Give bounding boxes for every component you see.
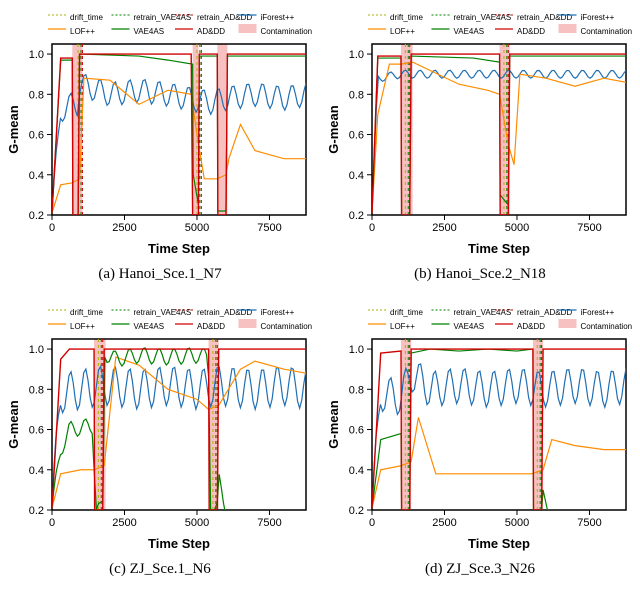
svg-text:0.4: 0.4: [349, 170, 364, 182]
svg-text:0.2: 0.2: [349, 505, 364, 517]
svg-text:LOF++: LOF++: [390, 322, 415, 331]
svg-text:0.8: 0.8: [349, 89, 364, 101]
svg-text:iForest++: iForest++: [261, 308, 295, 317]
svg-text:drift_time: drift_time: [390, 13, 423, 22]
figure-grid: 0.2 0.4 0.6 0.8 1.0 0 2500 5000 7500 G-mean Time S…: [0, 0, 640, 590]
plot-b: 0.2 0.4 0.6 0.8 1.0 0 2500 5000 7500 G-mean Time S…: [324, 4, 636, 264]
svg-text:0: 0: [369, 222, 375, 234]
svg-text:retrain_VAE4AS: retrain_VAE4AS: [134, 308, 192, 317]
caption-d: (d) ZJ_Sce.3_N26: [324, 561, 636, 578]
caption-a: (a) Hanoi_Sce.1_N7: [4, 266, 316, 283]
svg-text:7500: 7500: [257, 222, 281, 234]
svg-text:Time Step: Time Step: [468, 536, 530, 551]
svg-text:LOF++: LOF++: [390, 27, 415, 36]
svg-text:7500: 7500: [577, 222, 601, 234]
svg-text:0.2: 0.2: [29, 210, 44, 222]
svg-text:LOF++: LOF++: [70, 27, 95, 36]
svg-text:retrain_VAE4AS: retrain_VAE4AS: [454, 13, 512, 22]
svg-text:G-mean: G-mean: [6, 105, 21, 153]
svg-text:retrain_VAE4AS: retrain_VAE4AS: [454, 308, 512, 317]
svg-text:0.8: 0.8: [29, 89, 44, 101]
svg-text:VAE4AS: VAE4AS: [134, 27, 165, 36]
svg-text:Contamination: Contamination: [581, 322, 633, 331]
svg-text:retrain_VAE4AS: retrain_VAE4AS: [134, 13, 192, 22]
svg-text:AD&DD: AD&DD: [197, 27, 225, 36]
svg-text:5000: 5000: [505, 517, 529, 529]
svg-text:G-mean: G-mean: [6, 400, 21, 448]
svg-text:2500: 2500: [432, 517, 456, 529]
svg-text:0.8: 0.8: [349, 384, 364, 396]
svg-text:0.2: 0.2: [349, 210, 364, 222]
svg-text:drift_time: drift_time: [70, 13, 103, 22]
svg-text:LOF++: LOF++: [70, 322, 95, 331]
svg-text:Contamination: Contamination: [261, 27, 313, 36]
svg-text:0.6: 0.6: [349, 425, 364, 437]
caption-c: (c) ZJ_Sce.1_N6: [4, 561, 316, 578]
svg-text:0: 0: [369, 517, 375, 529]
svg-text:1.0: 1.0: [29, 344, 44, 356]
svg-text:VAE4AS: VAE4AS: [454, 322, 485, 331]
svg-text:Time Step: Time Step: [148, 241, 210, 256]
svg-text:0.6: 0.6: [29, 425, 44, 437]
svg-text:1.0: 1.0: [349, 344, 364, 356]
svg-text:iForest++: iForest++: [581, 13, 615, 22]
svg-text:5000: 5000: [185, 222, 209, 234]
panel-d: 0.2 0.4 0.6 0.8 1.0 0 2500 5000 7500 G-mean Time S…: [320, 295, 640, 590]
svg-text:0.2: 0.2: [29, 505, 44, 517]
svg-text:0.4: 0.4: [349, 465, 364, 477]
panel-a: 0.2 0.4 0.6 0.8 1.0 0 2500 5000 7500 G-mean Time S…: [0, 0, 320, 295]
svg-text:VAE4AS: VAE4AS: [134, 322, 165, 331]
svg-text:AD&DD: AD&DD: [197, 322, 225, 331]
svg-text:0.4: 0.4: [29, 170, 44, 182]
svg-text:5000: 5000: [505, 222, 529, 234]
plot-c: 0.2 0.4 0.6 0.8 1.0 0 2500 5000 7500 G-mean Time S…: [4, 299, 316, 559]
svg-text:1.0: 1.0: [349, 49, 364, 61]
svg-text:iForest++: iForest++: [261, 13, 295, 22]
svg-text:G-mean: G-mean: [326, 105, 341, 153]
plot-a: 0.2 0.4 0.6 0.8 1.0 0 2500 5000 7500 G-mean Time S…: [4, 4, 316, 264]
svg-text:Time Step: Time Step: [148, 536, 210, 551]
svg-text:0.8: 0.8: [29, 384, 44, 396]
svg-text:AD&DD: AD&DD: [517, 27, 545, 36]
svg-text:Time Step: Time Step: [468, 241, 530, 256]
svg-text:2500: 2500: [112, 222, 136, 234]
svg-text:0: 0: [49, 222, 55, 234]
svg-text:Contamination: Contamination: [581, 27, 633, 36]
svg-text:0: 0: [49, 517, 55, 529]
panel-c: 0.2 0.4 0.6 0.8 1.0 0 2500 5000 7500 G-mean Time S…: [0, 295, 320, 590]
svg-text:2500: 2500: [112, 517, 136, 529]
plot-d: 0.2 0.4 0.6 0.8 1.0 0 2500 5000 7500 G-mean Time S…: [324, 299, 636, 559]
svg-text:drift_time: drift_time: [70, 308, 103, 317]
svg-text:VAE4AS: VAE4AS: [454, 27, 485, 36]
svg-text:iForest++: iForest++: [581, 308, 615, 317]
svg-text:Contamination: Contamination: [261, 322, 313, 331]
svg-text:drift_time: drift_time: [390, 308, 423, 317]
svg-text:5000: 5000: [185, 517, 209, 529]
svg-text:0.6: 0.6: [349, 130, 364, 142]
svg-text:1.0: 1.0: [29, 49, 44, 61]
svg-text:7500: 7500: [577, 517, 601, 529]
svg-text:G-mean: G-mean: [326, 400, 341, 448]
svg-text:0.4: 0.4: [29, 465, 44, 477]
svg-text:7500: 7500: [257, 517, 281, 529]
svg-text:AD&DD: AD&DD: [517, 322, 545, 331]
svg-text:0.6: 0.6: [29, 130, 44, 142]
caption-b: (b) Hanoi_Sce.2_N18: [324, 266, 636, 283]
panel-b: 0.2 0.4 0.6 0.8 1.0 0 2500 5000 7500 G-mean Time S…: [320, 0, 640, 295]
svg-text:2500: 2500: [432, 222, 456, 234]
